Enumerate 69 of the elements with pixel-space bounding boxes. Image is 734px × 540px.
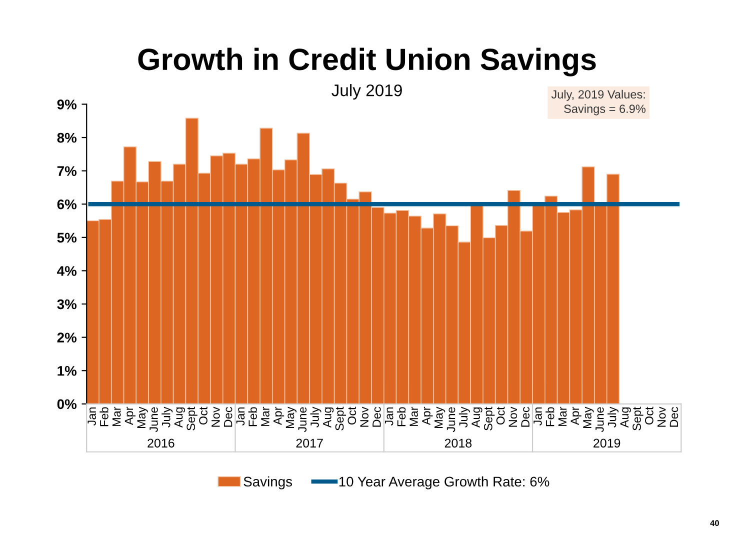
- x-tick-label: Mar: [558, 406, 567, 426]
- x-tick-label: Mar: [112, 406, 121, 426]
- x-tick-label: Nov: [508, 406, 518, 427]
- x-tick-label: July: [458, 406, 470, 428]
- y-tick-label: 5%: [57, 232, 77, 243]
- y-tick-label: 9%: [57, 100, 77, 110]
- y-tick-label: 0%: [57, 399, 77, 410]
- text: 2019: [594, 438, 620, 448]
- x-tick-label: Jan: [236, 407, 245, 426]
- x-tick-label: Feb: [546, 407, 554, 426]
- x-tick-label: Oct: [199, 406, 208, 425]
- chart-subtitle: July 2019: [332, 84, 402, 100]
- x-tick-label: Apr: [422, 406, 433, 426]
- y-tick-label: 1%: [58, 366, 77, 376]
- x-tick-label: July: [162, 406, 173, 428]
- text: 2018: [444, 438, 472, 448]
- x-tick-label: Jan: [88, 407, 96, 426]
- x-tick-label: Jan: [385, 407, 394, 426]
- x-tick-label: Feb: [248, 407, 257, 426]
- legend-label: 10 Year Average Growth Rate: 6%: [339, 476, 550, 490]
- x-tick-label: Nov: [658, 406, 666, 427]
- x-tick-label: Feb: [100, 407, 108, 426]
- x-tick-label: June: [150, 407, 158, 432]
- x-tick-label: Mar: [261, 406, 270, 426]
- x-tick-label: Apr: [274, 406, 284, 426]
- x-tick-label: Sept: [632, 406, 644, 430]
- y-tick-label: 8%: [57, 132, 77, 143]
- x-tick-label: May: [286, 406, 296, 428]
- x-tick-label: June: [596, 407, 604, 432]
- y-tick-label: 7%: [57, 166, 77, 176]
- x-tick-label: Jan: [534, 407, 542, 426]
- x-tick-label: Oct: [496, 406, 505, 425]
- text: 2017: [296, 438, 323, 448]
- x-tick-label: July: [310, 406, 322, 428]
- x-tick-label: May: [434, 406, 446, 428]
- text: July, 2019 Values:: [551, 90, 645, 101]
- x-tick-label: Aug: [323, 407, 334, 428]
- text: 40: [710, 520, 719, 526]
- x-tick-label: Apr: [570, 406, 582, 426]
- x-tick-label: Aug: [620, 407, 631, 428]
- x-tick-label: Dec: [670, 407, 678, 427]
- x-tick-label: Sept: [335, 406, 346, 430]
- x-tick-label: Nov: [360, 406, 368, 427]
- x-tick-label: May: [137, 406, 148, 428]
- x-tick-label: June: [446, 407, 456, 432]
- legend-label: Savings: [244, 476, 292, 490]
- x-tick-label: Oct: [348, 406, 356, 425]
- x-tick-label: Oct: [644, 406, 654, 425]
- x-tick-label: Aug: [174, 407, 186, 428]
- y-tick-label: 2%: [57, 332, 77, 342]
- y-tick-label: 4%: [57, 266, 77, 276]
- x-tick-label: Sept: [484, 406, 495, 430]
- chart-title: Growth in Credit Union Savings: [138, 48, 596, 76]
- x-tick-label: Sept: [186, 406, 198, 430]
- x-tick-label: July: [608, 406, 619, 428]
- x-tick-label: May: [583, 406, 594, 428]
- y-tick-label: 3%: [57, 299, 77, 310]
- y-tick-label: 6%: [57, 199, 77, 210]
- x-tick-label: Feb: [396, 407, 406, 426]
- text: 2016: [148, 438, 174, 448]
- x-tick-label: Mar: [410, 406, 418, 426]
- annotation: Savings = 6.9%: [564, 104, 646, 116]
- x-tick-label: Aug: [472, 407, 482, 428]
- x-tick-label: Dec: [521, 407, 530, 427]
- x-tick-label: Apr: [124, 406, 136, 426]
- x-tick-label: June: [298, 407, 307, 432]
- x-tick-label: Nov: [212, 406, 220, 427]
- x-tick-label: Dec: [372, 407, 381, 427]
- x-tick-label: Dec: [224, 407, 232, 427]
